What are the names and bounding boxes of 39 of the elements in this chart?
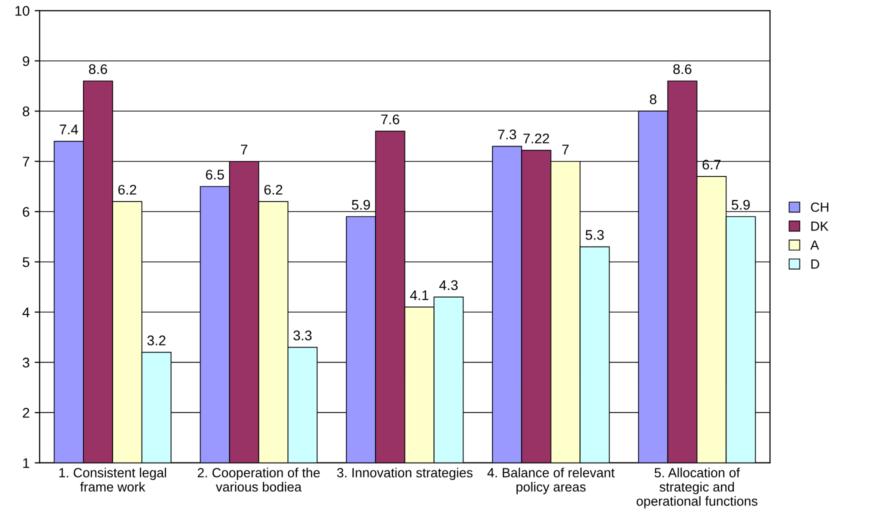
x-tick-label: 3. Innovation strategies <box>337 468 473 480</box>
y-tick-label: 6 <box>22 206 30 217</box>
x-tick-label: 4. Balance of relevant policy areas <box>487 468 615 494</box>
y-tick-label: 9 <box>22 56 30 66</box>
data-label: 7 <box>562 144 569 154</box>
y-tick-label: 4 <box>22 308 30 318</box>
data-label: 3.3 <box>293 330 312 340</box>
y-tick-label: 7 <box>22 156 30 166</box>
data-label: 6.5 <box>206 170 224 180</box>
y-tick-label: 3 <box>22 358 30 368</box>
data-label: 6.7 <box>702 160 721 170</box>
data-label: 8.6 <box>88 64 108 74</box>
data-label: 7 <box>240 144 248 154</box>
data-label: 7.3 <box>498 130 516 140</box>
data-label: 4.3 <box>439 280 458 290</box>
legend-label: DK <box>811 222 828 231</box>
x-tick-label: 1. Consistent legal frame work <box>59 468 166 492</box>
data-label: 4.1 <box>410 290 428 300</box>
data-label: 5.9 <box>732 200 750 210</box>
x-tick-label: 5. Allocation of strategic and operational functions <box>636 468 758 508</box>
x-tick-label: 2. Cooperation of the various bodiea <box>198 468 320 492</box>
data-label: 7.6 <box>381 114 400 124</box>
data-label: 8.6 <box>673 64 692 74</box>
data-label: 3.2 <box>147 336 166 346</box>
y-tick-label: 8 <box>22 106 30 116</box>
y-tick-label: 10 <box>15 6 30 16</box>
legend-label: A <box>810 240 820 250</box>
y-tick-label: 2 <box>22 408 30 418</box>
data-label: 6.2 <box>264 184 282 195</box>
legend-label: CH <box>810 202 828 212</box>
data-label: 5.9 <box>352 200 370 210</box>
data-label: 6.2 <box>118 184 136 195</box>
data-label: 5.3 <box>586 230 604 240</box>
data-label: 8 <box>650 94 656 104</box>
legend-label: D <box>811 260 820 269</box>
y-tick-label: 1 <box>23 458 30 468</box>
data-label: 7.4 <box>60 124 78 134</box>
data-label: 7.22 <box>523 134 550 144</box>
y-tick-label: 5 <box>22 257 30 268</box>
